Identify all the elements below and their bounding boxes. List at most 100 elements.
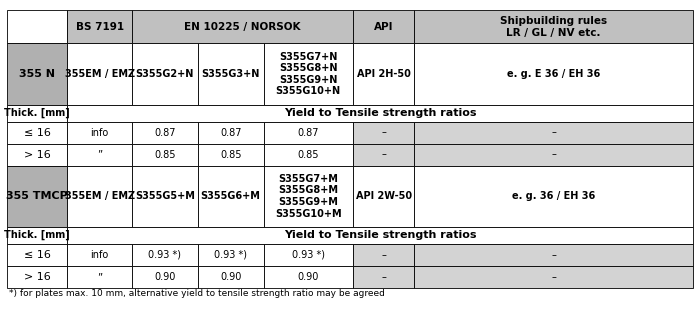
Text: Shipbuilding rules
LR / GL / NV etc.: Shipbuilding rules LR / GL / NV etc.: [500, 16, 608, 38]
Text: 0.87: 0.87: [220, 128, 242, 138]
Bar: [67, 122, 132, 144]
Text: BS 7191: BS 7191: [76, 22, 124, 32]
Text: API 2H-50: API 2H-50: [357, 69, 411, 79]
Text: –: –: [382, 150, 386, 159]
Text: 0.85: 0.85: [220, 150, 242, 159]
Bar: [67, 144, 132, 165]
Bar: [264, 244, 353, 266]
Bar: [353, 144, 414, 165]
Bar: [7, 105, 67, 122]
Bar: [264, 266, 353, 288]
Bar: [67, 227, 693, 244]
Bar: [264, 122, 353, 144]
Bar: [414, 122, 693, 144]
Bar: [197, 122, 264, 144]
Bar: [414, 144, 693, 165]
Text: 0.93 *): 0.93 *): [148, 250, 181, 260]
Bar: [414, 165, 693, 227]
Bar: [67, 10, 132, 44]
Bar: [197, 165, 264, 227]
Bar: [197, 144, 264, 165]
Bar: [132, 122, 197, 144]
Bar: [67, 266, 132, 288]
Text: API 2W-50: API 2W-50: [356, 191, 412, 201]
Text: info: info: [90, 250, 108, 260]
Text: 355 TMCP: 355 TMCP: [6, 191, 68, 201]
Bar: [264, 165, 353, 227]
Bar: [353, 10, 414, 44]
Text: S355G5+M: S355G5+M: [135, 191, 195, 201]
Bar: [414, 266, 693, 288]
Text: > 16: > 16: [24, 272, 50, 282]
Text: Thick. [mm]: Thick. [mm]: [4, 230, 70, 240]
Text: –: –: [382, 250, 386, 260]
Text: S355G3+N: S355G3+N: [202, 69, 260, 79]
Text: S355G7+M
S355G8+M
S355G9+M
S355G10+M: S355G7+M S355G8+M S355G9+M S355G10+M: [275, 174, 342, 218]
Text: ≤ 16: ≤ 16: [24, 250, 50, 260]
Text: ≤ 16: ≤ 16: [24, 128, 50, 138]
Text: S355G6+M: S355G6+M: [201, 191, 260, 201]
Bar: [197, 266, 264, 288]
Text: 0.90: 0.90: [154, 272, 176, 282]
Bar: [7, 227, 67, 244]
Text: Yield to Tensile strength ratios: Yield to Tensile strength ratios: [284, 108, 477, 118]
Text: Yield to Tensile strength ratios: Yield to Tensile strength ratios: [284, 230, 477, 240]
Bar: [264, 44, 353, 105]
Text: API: API: [374, 22, 393, 32]
Bar: [67, 165, 132, 227]
Text: EN 10225 / NORSOK: EN 10225 / NORSOK: [184, 22, 300, 32]
Text: e. g. E 36 / EH 36: e. g. E 36 / EH 36: [507, 69, 601, 79]
Bar: [132, 165, 197, 227]
Bar: [132, 44, 197, 105]
Bar: [353, 122, 414, 144]
Bar: [7, 144, 67, 165]
Text: S355G7+N
S355G8+N
S355G9+N
S355G10+N: S355G7+N S355G8+N S355G9+N S355G10+N: [276, 52, 341, 96]
Text: e. g. 36 / EH 36: e. g. 36 / EH 36: [512, 191, 596, 201]
Text: 0.93 *): 0.93 *): [292, 250, 325, 260]
Bar: [7, 244, 67, 266]
Bar: [67, 44, 132, 105]
Text: –: –: [382, 272, 386, 282]
Text: 0.93 *): 0.93 *): [214, 250, 247, 260]
Bar: [132, 266, 197, 288]
Text: 0.85: 0.85: [154, 150, 176, 159]
Text: *) for plates max. 10 mm, alternative yield to tensile strength ratio may be agr: *) for plates max. 10 mm, alternative yi…: [9, 289, 385, 298]
Text: –: –: [552, 272, 556, 282]
Bar: [67, 105, 693, 122]
Bar: [414, 44, 693, 105]
Bar: [264, 144, 353, 165]
Bar: [414, 244, 693, 266]
Text: Thick. [mm]: Thick. [mm]: [4, 108, 70, 118]
Bar: [7, 10, 67, 44]
Text: 0.87: 0.87: [154, 128, 176, 138]
Bar: [132, 10, 353, 44]
Bar: [7, 122, 67, 144]
Text: –: –: [382, 128, 386, 138]
Bar: [414, 10, 693, 44]
Text: 355 N: 355 N: [19, 69, 55, 79]
Bar: [67, 244, 132, 266]
Text: 355EM / EMZ: 355EM / EMZ: [64, 69, 134, 79]
Text: 0.85: 0.85: [298, 150, 319, 159]
Bar: [7, 266, 67, 288]
Text: –: –: [552, 250, 556, 260]
Text: –: –: [552, 150, 556, 159]
Text: ”: ”: [97, 150, 102, 159]
Text: 355EM / EMZ: 355EM / EMZ: [64, 191, 134, 201]
Bar: [353, 165, 414, 227]
Bar: [353, 244, 414, 266]
Text: ”: ”: [97, 272, 102, 282]
Text: 0.90: 0.90: [220, 272, 242, 282]
Bar: [7, 44, 67, 105]
Text: > 16: > 16: [24, 150, 50, 159]
Bar: [7, 165, 67, 227]
Text: S355G2+N: S355G2+N: [136, 69, 194, 79]
Text: –: –: [552, 128, 556, 138]
Bar: [353, 44, 414, 105]
Bar: [132, 144, 197, 165]
Bar: [197, 44, 264, 105]
Bar: [197, 244, 264, 266]
Bar: [132, 244, 197, 266]
Text: 0.87: 0.87: [298, 128, 319, 138]
Text: info: info: [90, 128, 108, 138]
